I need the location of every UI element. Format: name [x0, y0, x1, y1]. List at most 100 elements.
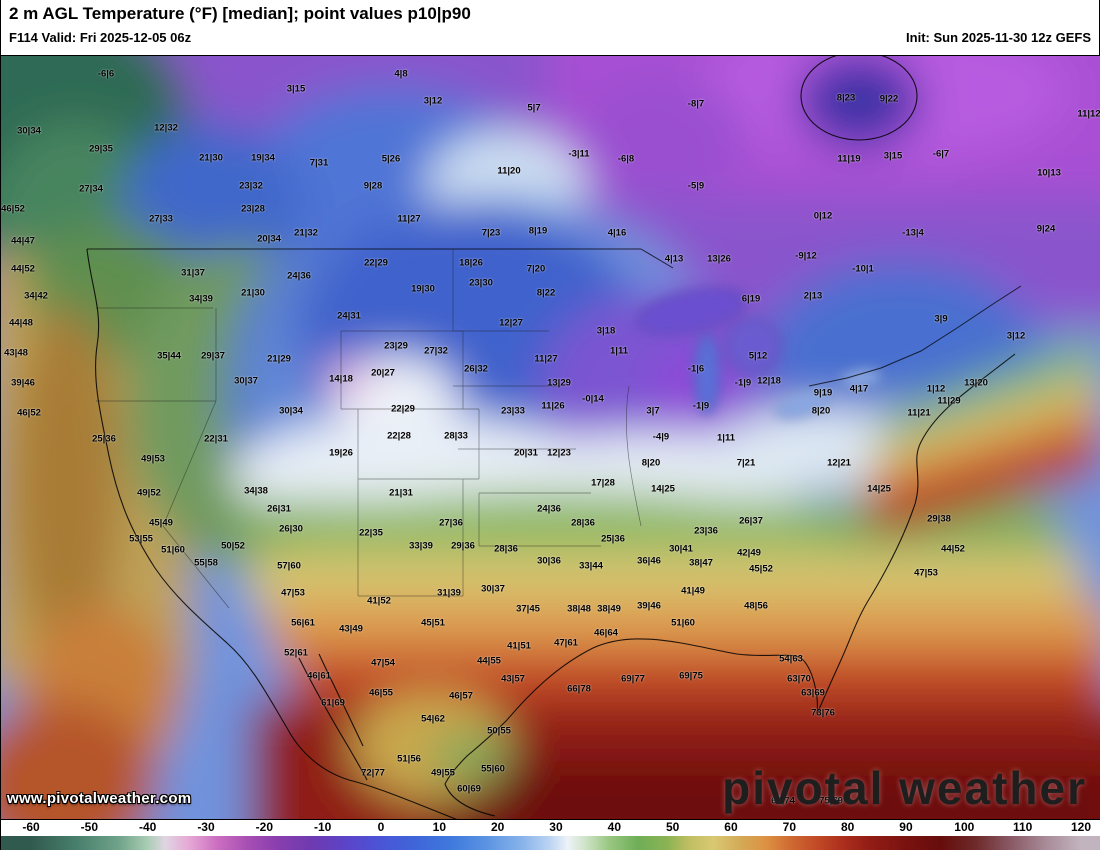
point-value: 27|36 [439, 517, 463, 529]
point-value: 18|26 [459, 257, 483, 269]
point-value: 42|49 [737, 547, 761, 559]
point-value: 21|32 [294, 227, 318, 239]
point-value: 11|29 [937, 395, 961, 407]
point-value: 61|69 [321, 697, 345, 709]
point-value: 28|36 [571, 517, 595, 529]
point-value: 44|47 [11, 235, 35, 247]
point-value: 23|33 [501, 405, 525, 417]
valid-time-label: F114 Valid: Fri 2025-12-05 06z [9, 30, 192, 45]
point-value: 22|29 [391, 403, 415, 415]
point-value: 4|17 [849, 383, 869, 395]
point-value: 24|31 [337, 310, 361, 322]
point-value: 63|69 [801, 687, 825, 699]
colorbar-tick: 20 [490, 820, 505, 834]
point-value: 47|53 [914, 567, 938, 579]
point-value: 46|52 [1, 203, 25, 215]
point-value: 30|37 [234, 375, 258, 387]
point-value: 67|74 [771, 795, 795, 807]
colorbar-tick: 30 [549, 820, 563, 834]
colorbar-tick: -10 [313, 820, 332, 834]
point-value: 37|45 [516, 603, 540, 615]
point-value: 5|7 [527, 102, 541, 114]
point-value: 33|44 [579, 560, 603, 572]
point-value: 38|47 [689, 557, 713, 569]
point-value: 73|76 [811, 707, 835, 719]
point-value: 3|9 [934, 313, 948, 325]
point-value: 1|11 [610, 345, 628, 357]
point-value: 5|12 [748, 350, 768, 362]
point-value: -13|4 [902, 227, 924, 239]
point-value: 14|25 [867, 483, 891, 495]
colorbar-tick: 110 [1012, 820, 1033, 834]
colorbar-tick: 0 [377, 820, 385, 834]
point-value: 21|29 [267, 353, 291, 365]
point-value: 9|22 [879, 93, 899, 105]
point-value: 3|15 [286, 83, 306, 95]
point-value: 53|55 [129, 533, 153, 545]
coastlines [86, 56, 1016, 819]
map-header: 2 m AGL Temperature (°F) [median]; point… [1, 0, 1099, 55]
point-value: 20|27 [371, 367, 395, 379]
point-value: 24|36 [537, 503, 561, 515]
point-value: 47|61 [554, 637, 578, 649]
colorbar-tick: 120 [1070, 820, 1091, 834]
point-value: 20|34 [257, 233, 281, 245]
point-value: -10|1 [852, 263, 874, 275]
colorbar-tick: 70 [782, 820, 797, 834]
point-value: 19|26 [329, 447, 353, 459]
point-value: 25|36 [601, 533, 625, 545]
watermark: www.pivotalweather.com [7, 790, 192, 807]
point-value: 51|60 [671, 617, 695, 629]
colorbar-tick: 40 [607, 820, 622, 834]
point-value: 11|20 [497, 165, 521, 177]
point-value: 8|20 [811, 405, 831, 417]
colorbar-tick: 60 [724, 820, 738, 834]
point-value: 49|53 [141, 453, 165, 465]
point-value: 50|52 [221, 540, 245, 552]
point-value: 9|19 [813, 387, 833, 399]
colorbar-tick: 80 [840, 820, 855, 834]
point-value: 29|38 [927, 513, 951, 525]
point-value: 0|12 [813, 210, 833, 222]
point-value: 3|18 [596, 325, 616, 337]
point-value: 23|28 [241, 203, 265, 215]
point-value: 8|23 [836, 92, 856, 104]
point-value: 69|75 [679, 670, 703, 682]
point-value: 12|27 [499, 317, 523, 329]
colorbar-tick: -60 [22, 820, 40, 834]
point-value: 47|54 [371, 657, 395, 669]
point-value: 63|70 [787, 673, 811, 685]
point-value: 12|23 [547, 447, 571, 459]
point-value: 60|69 [457, 783, 481, 795]
point-value: 19|34 [251, 152, 275, 164]
point-value: 51|60 [161, 544, 185, 556]
point-value: 46|57 [449, 690, 473, 702]
state-borders [96, 249, 642, 609]
point-value: -6|8 [617, 153, 635, 165]
point-value: 52|61 [284, 647, 308, 659]
point-value: 27|34 [79, 183, 103, 195]
pivotalweather-logo: pivotal weather [722, 762, 1087, 814]
point-value: 43|48 [4, 347, 28, 359]
point-value: 21|30 [199, 152, 223, 164]
point-value: 27|32 [424, 345, 448, 357]
point-value: 26|37 [739, 515, 763, 527]
colorbar-gradient [1, 836, 1100, 850]
point-value: 2|13 [803, 290, 823, 302]
point-value: 30|37 [481, 583, 505, 595]
point-value: 9|24 [1036, 223, 1056, 235]
point-value: 33|39 [409, 540, 433, 552]
point-value: 1|11 [717, 432, 735, 444]
point-value: 3|15 [883, 150, 903, 162]
point-value: 26|32 [464, 363, 488, 375]
point-value: 69|77 [621, 673, 645, 685]
point-value: 44|52 [11, 263, 35, 275]
point-value: 29|36 [451, 540, 475, 552]
page-title: 2 m AGL Temperature (°F) [median]; point… [9, 4, 471, 23]
point-value: 13|26 [707, 253, 731, 265]
point-value: 26|30 [279, 523, 303, 535]
point-value: 45|52 [749, 563, 773, 575]
point-value: 8|20 [641, 457, 661, 469]
point-value: 38|48 [567, 603, 591, 615]
point-value: 34|38 [244, 485, 268, 497]
